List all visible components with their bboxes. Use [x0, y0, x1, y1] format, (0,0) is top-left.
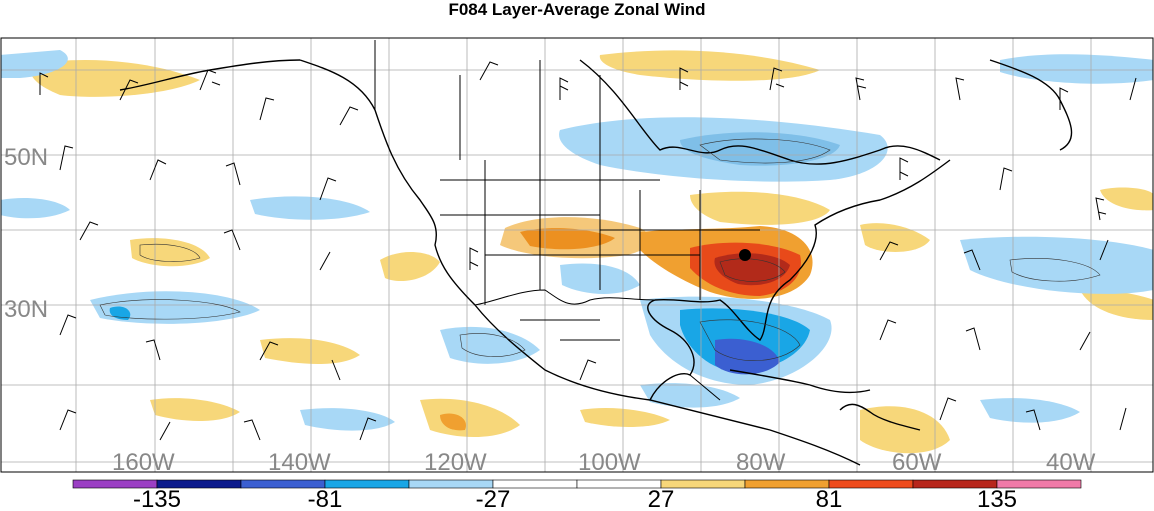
- lon-label: 160W: [112, 449, 175, 476]
- graticule: [1, 38, 1153, 472]
- lon-label: 80W: [736, 449, 786, 476]
- colorbar-label: 135: [977, 486, 1017, 511]
- station-marker: [739, 249, 751, 261]
- lon-label: 100W: [578, 449, 641, 476]
- colorbar-swatch: [996, 479, 1082, 489]
- lon-label: 120W: [424, 449, 487, 476]
- colorbar-label: 27: [648, 486, 675, 511]
- negative-wind-shading: [1, 50, 1153, 431]
- colorbar-label: -135: [133, 486, 181, 511]
- lon-label: 140W: [268, 449, 331, 476]
- colorbar-label: 81: [816, 486, 843, 511]
- colorbar-label: -27: [476, 486, 511, 511]
- latitude-labels: 50N 30N: [4, 144, 48, 323]
- map-frame: [0, 37, 1154, 473]
- map-title: F084 Layer-Average Zonal Wind: [448, 0, 706, 19]
- contour-lines: [99, 138, 1101, 361]
- lat-label: 50N: [4, 144, 48, 171]
- wind-barbs: [39, 61, 1137, 441]
- colorbar-labels: -135 -81 -27 27 81 135: [133, 486, 1017, 511]
- colorbar: [72, 479, 1082, 489]
- political-borders: [374, 40, 760, 401]
- colorbar-label: -81: [308, 486, 343, 511]
- lon-label: 60W: [892, 449, 942, 476]
- lon-label: 40W: [1046, 449, 1096, 476]
- coastlines: [119, 59, 1073, 466]
- lat-label: 30N: [4, 296, 48, 323]
- longitude-labels: 160W 140W 120W 100W 80W 60W 40W: [112, 449, 1096, 476]
